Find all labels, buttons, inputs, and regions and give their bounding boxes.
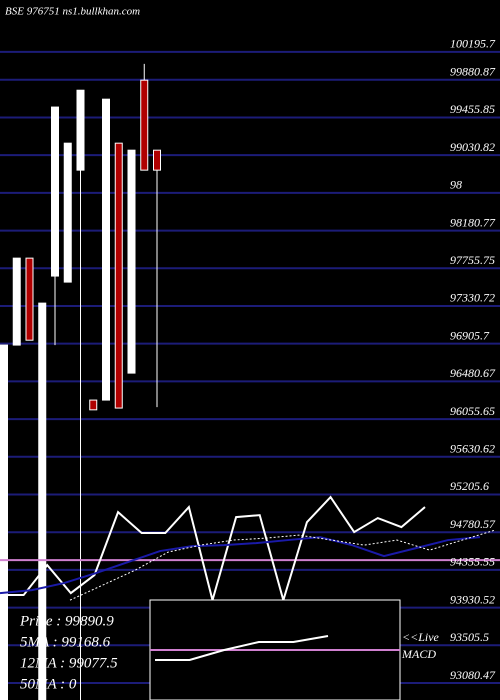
candle-body (140, 79, 149, 171)
y-tick-label: 96480.67 (450, 366, 496, 380)
y-tick-label: 97755.75 (450, 253, 495, 267)
candle-body (51, 106, 59, 277)
y-tick-label: 99455.85 (450, 102, 495, 116)
y-tick-label: 96055.65 (450, 404, 495, 418)
candle-body (89, 399, 98, 411)
candle-body (0, 344, 8, 700)
candle-body (114, 142, 123, 409)
candle-body (127, 149, 136, 374)
y-tick-label: 95205.6 (450, 479, 489, 493)
macd-line (155, 635, 329, 661)
y-tick-label: 99880.87 (450, 65, 496, 79)
info-line: Price : 99890.9 (19, 613, 114, 629)
info-line: 5MA : 99168.6 (20, 634, 111, 650)
macd-panel (149, 599, 401, 700)
y-tick-label: 100195.7 (450, 37, 496, 51)
candle-body (153, 149, 161, 171)
candle-body (25, 257, 34, 341)
y-tick-label: 98180.77 (450, 215, 496, 229)
candle-body (102, 98, 110, 401)
marks (0, 63, 500, 700)
chart-title: BSE 976751 ns1.bullkhan.com (5, 6, 140, 18)
y-tick-label: 94780.57 (450, 517, 496, 531)
macd-label: MACD (401, 647, 436, 661)
y-tick-label: 98 (450, 178, 462, 192)
info-line: 12MA : 99077.5 (20, 655, 118, 671)
y-tick-label: 95630.62 (450, 442, 495, 456)
y-tick-label: 97330.72 (450, 291, 495, 305)
indicator-line (69, 529, 496, 601)
info-line: 50MA : 0 (20, 676, 77, 692)
y-tick-label: 93505.5 (450, 630, 489, 644)
y-tick-label: 96905.7 (450, 328, 490, 342)
live-label: <<Live (402, 630, 440, 644)
candle-body (76, 89, 85, 171)
labels: 100195.7 99880.87 99455.85 99030.82 98 98180.… (19, 37, 496, 693)
y-tick-label: 99030.82 (450, 140, 495, 154)
candle-body (63, 142, 72, 283)
y-tick-label: 93080.47 (450, 668, 496, 682)
indicator-line (0, 536, 481, 595)
candle-body (12, 257, 21, 346)
y-tick-label: 93930.52 (450, 592, 495, 606)
candle-body (38, 302, 47, 700)
y-tick-label: 94355.55 (450, 555, 495, 569)
